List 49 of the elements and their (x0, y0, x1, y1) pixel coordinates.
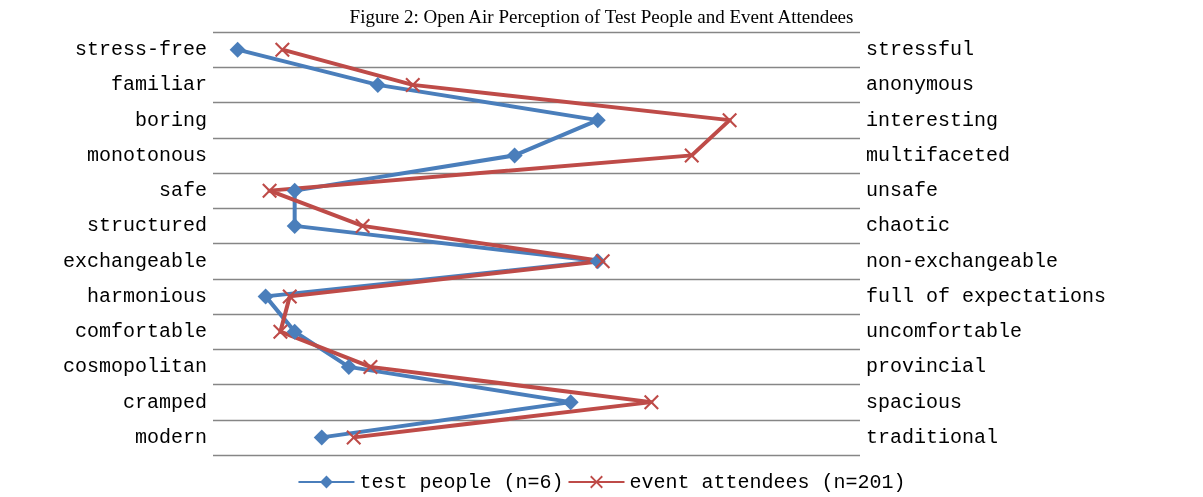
point (722, 112, 738, 128)
point (286, 323, 303, 340)
point (684, 147, 700, 163)
y2-tick-label: multifaceted (866, 143, 1011, 167)
y-tick-label: stress-free (74, 38, 207, 62)
point (355, 218, 371, 234)
point (282, 288, 298, 304)
y2-tick-label: unsafe (866, 179, 939, 203)
chart-title: Figure 2: Open Air Perception of Test People and Event Attendees (349, 6, 854, 27)
point (405, 77, 421, 93)
y-tick-label: cramped (122, 390, 207, 414)
y2-tick-label: uncomfortable (866, 320, 1023, 344)
y-tick-label: monotonous (86, 143, 207, 167)
point (286, 217, 303, 234)
y-tick-label: safe (158, 179, 207, 203)
point (643, 394, 659, 410)
y2-tick-label: provincial (866, 355, 987, 379)
y2-tick-label: full of expectations (866, 284, 1107, 308)
point (257, 288, 274, 305)
point (274, 42, 290, 58)
legend-label: test people (n=6) (359, 470, 564, 494)
point (272, 324, 288, 340)
y-tick-label: boring (134, 108, 207, 132)
point (262, 183, 278, 199)
point (286, 182, 303, 199)
point (229, 41, 246, 58)
point (369, 76, 386, 93)
legend-label: event attendees (n=201) (629, 470, 906, 494)
y2-tick-label: stressful (866, 38, 975, 62)
point (362, 359, 378, 375)
y-tick-label: exchangeable (62, 249, 207, 273)
point (313, 429, 330, 446)
y-tick-label: harmonious (86, 284, 207, 308)
y2-tick-label: traditional (866, 425, 999, 449)
point (340, 358, 357, 375)
y-tick-label: comfortable (74, 320, 207, 344)
y-tick-label: structured (86, 214, 207, 238)
y2-tick-label: spacious (866, 390, 963, 414)
point (346, 429, 362, 445)
y-tick-label: cosmopolitan (62, 355, 207, 379)
y-tick-label: modern (134, 425, 207, 449)
y2-tick-label: interesting (866, 108, 999, 132)
point (595, 253, 611, 269)
y2-tick-label: non-exchangeable (866, 249, 1059, 273)
y2-tick-label: chaotic (866, 214, 951, 238)
point (589, 112, 606, 129)
point (506, 147, 523, 164)
y-tick-label: familiar (110, 73, 207, 97)
y2-tick-label: anonymous (866, 73, 975, 97)
